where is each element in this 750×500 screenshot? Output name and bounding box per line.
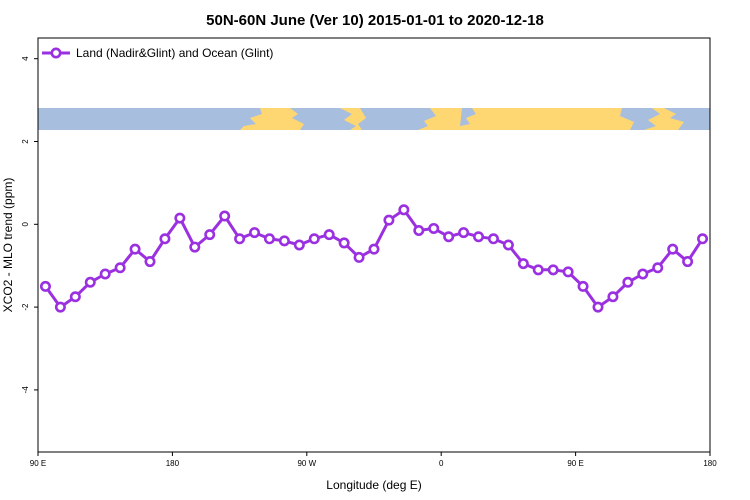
map-strip: [38, 108, 710, 130]
data-point: [189, 241, 201, 253]
data-point: [562, 266, 574, 278]
plot-frame: [37, 37, 711, 453]
data-point: [547, 264, 559, 276]
data-point: [323, 229, 335, 241]
data-point: [69, 291, 81, 303]
data-point: [487, 233, 499, 245]
data-point: [443, 231, 455, 243]
data-point: [652, 262, 664, 274]
map-strip-ocean-7: [664, 108, 710, 130]
data-point: [144, 256, 156, 268]
data-point: [517, 258, 529, 270]
data-point: [368, 243, 380, 255]
x-tick-label: 90 W: [297, 459, 316, 468]
data-point: [607, 291, 619, 303]
data-point: [338, 237, 350, 249]
data-point: [99, 268, 111, 280]
data-point: [114, 262, 126, 274]
map-strip-ocean-2: [114, 108, 262, 130]
x-tick-label: 90 E: [567, 459, 583, 468]
legend: Land (Nadir&Glint) and Ocean (Glint): [42, 46, 273, 60]
data-point: [622, 276, 634, 288]
map-strip-ocean-4: [358, 108, 436, 130]
data-point: [682, 256, 694, 268]
x-tick-label: 0: [439, 459, 444, 468]
data-point: [263, 233, 275, 245]
legend-marker-swatch: [50, 47, 62, 59]
y-tick-label: -2: [21, 303, 30, 311]
series-layer: [39, 204, 709, 313]
data-point: [249, 227, 261, 239]
data-point: [577, 280, 589, 292]
data-point: [697, 233, 709, 245]
data-point: [39, 280, 51, 292]
data-point: [398, 204, 410, 216]
x-tick-label: 180: [166, 459, 180, 468]
data-point: [383, 214, 395, 226]
data-point: [84, 276, 96, 288]
data-point: [413, 225, 425, 237]
y-tick-label: -4: [21, 386, 30, 394]
data-point: [159, 233, 171, 245]
data-point: [637, 268, 649, 280]
data-point: [219, 210, 231, 222]
x-tick-label: 90 E: [30, 459, 46, 468]
x-axis-label: Longitude (deg E): [326, 478, 421, 492]
y-tick-label: 2: [21, 139, 30, 144]
x-tick-label: 180: [703, 459, 717, 468]
data-point: [54, 301, 66, 313]
y-tick-label: 0: [21, 222, 30, 227]
legend-label: Land (Nadir&Glint) and Ocean (Glint): [76, 46, 273, 60]
series-line: [44, 208, 704, 309]
map-strip-ocean-6: [620, 108, 660, 130]
data-point: [592, 301, 604, 313]
data-point: [473, 231, 485, 243]
data-point: [428, 222, 440, 234]
x-axis-ticks: 90 E 180 90 W 0 90 E 180: [30, 452, 717, 468]
map-strip-ocean-3: [290, 108, 356, 130]
data-point: [458, 227, 470, 239]
y-axis-label: XCO2 - MLO trend (ppm): [1, 178, 15, 313]
data-point: [353, 251, 365, 263]
data-point: [278, 235, 290, 247]
chart-title: 50N-60N June (Ver 10) 2015-01-01 to 2020…: [206, 12, 544, 29]
data-point: [234, 233, 246, 245]
y-axis-ticks: 4 2 0 -2 -4: [21, 56, 38, 394]
map-strip-ocean-5: [460, 108, 476, 126]
data-point: [204, 229, 216, 241]
data-point: [293, 239, 305, 251]
data-point: [502, 239, 514, 251]
data-point: [308, 233, 320, 245]
y-tick-label: 4: [21, 56, 30, 61]
data-point: [532, 264, 544, 276]
data-point: [174, 212, 186, 224]
data-point: [129, 243, 141, 255]
data-point: [667, 243, 679, 255]
